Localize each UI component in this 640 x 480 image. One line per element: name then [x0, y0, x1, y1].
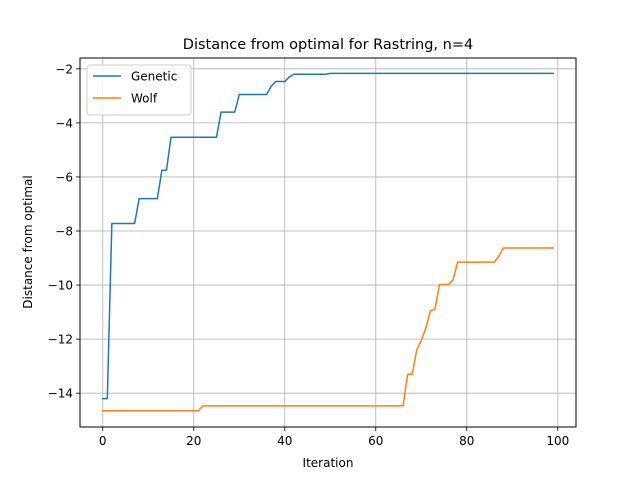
y-axis-label: Distance from optimal: [21, 175, 35, 308]
series-line-genetic: [102, 72, 554, 400]
y-tick-label: −8: [55, 225, 73, 239]
y-tick-label: −10: [48, 279, 73, 293]
x-tick-label: 60: [368, 434, 383, 448]
plot-area-frame: [79, 57, 577, 428]
x-tick-label: 100: [546, 434, 569, 448]
x-tick-label: 40: [277, 434, 292, 448]
y-tick-label: −6: [55, 170, 73, 184]
x-tick-label: 0: [99, 434, 107, 448]
y-tick-label: −2: [55, 62, 73, 76]
legend-label-wolf: Wolf: [131, 92, 158, 106]
legend-label-genetic: Genetic: [131, 70, 177, 84]
y-tick-label: −12: [48, 333, 73, 347]
chart-title: Distance from optimal for Rastring, n=4: [183, 37, 473, 53]
y-tick-label: −4: [55, 116, 73, 130]
series-lines: [102, 72, 554, 412]
x-axis-ticks: 0 20 40 60 80 100: [99, 427, 569, 448]
x-axis-label: Iteration: [303, 456, 354, 470]
x-tick-label: 80: [459, 434, 474, 448]
legend-box: [86, 64, 192, 116]
y-tick-label: −14: [48, 387, 73, 401]
series-line-wolf: [102, 247, 554, 412]
grid: [80, 58, 576, 427]
y-axis-ticks: −14 −12 −10 −8 −6 −4 −2: [48, 62, 80, 401]
x-tick-label: 20: [186, 434, 201, 448]
legend: Genetic Wolf: [86, 64, 192, 116]
